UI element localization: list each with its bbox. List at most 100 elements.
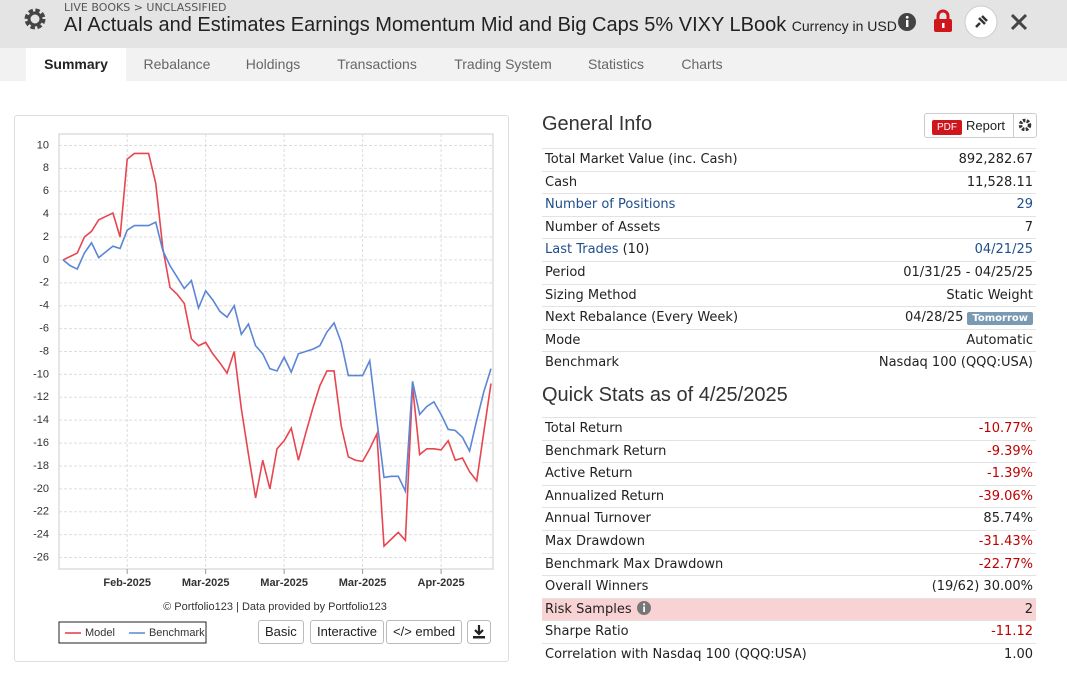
row-label: Overall Winners bbox=[545, 576, 648, 598]
close-button[interactable] bbox=[1009, 12, 1029, 32]
y-tick-label: -12 bbox=[33, 391, 49, 403]
x-tick-label: Apr-2025 bbox=[418, 577, 465, 589]
info-row: Number of Positions 29 bbox=[542, 193, 1036, 216]
row-label-text: Mode bbox=[545, 332, 581, 348]
info-row: Total Market Value (inc. Cash) 892,282.67 bbox=[542, 148, 1036, 171]
row-value: 11,528.11 bbox=[967, 172, 1033, 194]
row-label: Sharpe Ratio bbox=[545, 621, 629, 643]
row-value: 29 bbox=[1016, 194, 1033, 216]
credit: © Portfolio123 | Data provided by Portfo… bbox=[163, 601, 387, 613]
row-value-text: Static Weight bbox=[946, 287, 1033, 303]
row-value: 04/21/25 bbox=[975, 239, 1033, 261]
row-label-text: Period bbox=[545, 265, 586, 280]
row-label-text: Benchmark Return bbox=[545, 443, 667, 459]
info-row: Correlation with Nasdaq 100 (QQQ:USA) 1.0… bbox=[542, 643, 1036, 666]
row-label-text: Active Return bbox=[545, 466, 633, 482]
info-icon[interactable] bbox=[636, 600, 652, 616]
x-tick-label: Mar-2025 bbox=[182, 577, 230, 589]
row-label: Last Trades (10) bbox=[545, 239, 649, 261]
row-value: Automatic bbox=[966, 330, 1033, 352]
info-row: Number of Assets 7 bbox=[542, 215, 1036, 239]
y-tick-label: -16 bbox=[33, 437, 49, 449]
badge: Tomorrow bbox=[967, 312, 1033, 326]
tab[interactable]: Transactions bbox=[337, 56, 417, 72]
row-label-text: Next Rebalance (Every Week) bbox=[545, 310, 739, 326]
chart-button[interactable]: Interactive bbox=[310, 620, 384, 644]
row-value-text: 1.00 bbox=[1004, 647, 1033, 662]
row-label-text[interactable]: Number of Positions bbox=[545, 197, 676, 213]
tab[interactable]: Summary bbox=[26, 48, 126, 81]
row-label: Active Return bbox=[545, 463, 632, 485]
tab[interactable]: Holdings bbox=[245, 56, 301, 72]
row-label: Period bbox=[545, 262, 586, 284]
tab[interactable]: Charts bbox=[681, 56, 723, 72]
info-row: Last Trades (10) 04/21/25 bbox=[542, 238, 1036, 261]
row-value: 01/31/25 - 04/25/25 bbox=[903, 262, 1033, 284]
row-value-text: -31.43% bbox=[978, 534, 1033, 549]
report-settings[interactable] bbox=[1013, 114, 1036, 137]
pin-button[interactable] bbox=[963, 4, 999, 40]
info-row: Sizing Method Static Weight bbox=[542, 283, 1036, 307]
row-value: Static Weight bbox=[946, 285, 1033, 307]
info-icon[interactable] bbox=[896, 11, 918, 33]
lock-icon[interactable] bbox=[932, 9, 954, 33]
row-value: Nasdaq 100 (QQQ:USA) bbox=[879, 352, 1033, 374]
row-label: Number of Assets bbox=[545, 217, 660, 239]
x-tick-label: Mar-2025 bbox=[260, 577, 308, 589]
info-row: Max Drawdown -31.43% bbox=[542, 530, 1036, 553]
y-tick-label: 2 bbox=[43, 231, 49, 243]
report-button[interactable]: PDF Report bbox=[924, 113, 1037, 138]
info-row: Benchmark Return -9.39% bbox=[542, 439, 1036, 463]
row-label: Cash bbox=[545, 172, 577, 194]
row-value-text: 7 bbox=[1024, 219, 1033, 235]
row-value-text: 85.74% bbox=[983, 511, 1033, 527]
y-tick-label: -6 bbox=[39, 323, 49, 335]
tab[interactable]: Trading System bbox=[454, 56, 552, 72]
info-row: Active Return -1.39% bbox=[542, 462, 1036, 485]
row-label-text: Correlation with Nasdaq 100 (QQQ:USA) bbox=[545, 647, 807, 662]
x-tick-label: Feb-2025 bbox=[103, 577, 151, 589]
currency: Currency in USD bbox=[791, 18, 897, 34]
chart-button[interactable]: Basic bbox=[258, 620, 304, 644]
chart-button[interactable]: </> embed bbox=[386, 620, 463, 644]
row-label-text[interactable]: Last Trades bbox=[545, 242, 619, 258]
info-icon[interactable] bbox=[632, 600, 652, 617]
y-tick-label: 4 bbox=[43, 208, 49, 220]
y-tick-label: 6 bbox=[43, 185, 49, 197]
settings-icon[interactable] bbox=[22, 6, 48, 32]
row-label-text: Total Market Value (inc. Cash) bbox=[545, 152, 738, 167]
row-label-text: Annual Turnover bbox=[545, 511, 651, 527]
row-label-text: Overall Winners bbox=[545, 579, 649, 595]
tab[interactable]: Statistics bbox=[587, 56, 644, 72]
row-value-text: 892,282.67 bbox=[958, 152, 1033, 167]
row-value-text[interactable]: 04/21/25 bbox=[974, 242, 1033, 258]
row-value-text: -11.12 bbox=[991, 624, 1033, 640]
y-tick-label: 8 bbox=[43, 162, 49, 174]
row-value-text: 11,528.11 bbox=[966, 174, 1033, 190]
row-label: Max Drawdown bbox=[545, 531, 645, 553]
info-row: Next Rebalance (Every Week) 04/28/25 Tomor… bbox=[542, 306, 1036, 329]
row-value-text[interactable]: 29 bbox=[1016, 197, 1033, 213]
download-button[interactable] bbox=[467, 620, 491, 644]
row-value: -10.77% bbox=[979, 418, 1033, 440]
row-value-text: -1.39% bbox=[987, 466, 1033, 482]
row-label-text: Annualized Return bbox=[545, 488, 665, 504]
row-label-text: Sharpe Ratio bbox=[545, 624, 629, 640]
x-tick-label: Mar-2025 bbox=[339, 577, 387, 589]
tab[interactable]: Rebalance bbox=[143, 56, 211, 72]
info-row: Annual Turnover 85.74% bbox=[542, 507, 1036, 530]
row-value: 7 bbox=[1025, 217, 1033, 239]
y-tick-label: -24 bbox=[33, 529, 49, 541]
info-row: Benchmark Max Drawdown -22.77% bbox=[542, 552, 1036, 576]
row-value-text: -22.77% bbox=[978, 556, 1033, 572]
y-tick-label: -8 bbox=[39, 345, 49, 357]
y-tick-label: -14 bbox=[33, 414, 49, 426]
chart-panel: 10 8 6 4 2 0 -2 -4 -6 -8 -10 -12 -14 -16 -18 -20 -22 -24 -… bbox=[14, 115, 509, 662]
info-row: Benchmark Nasdaq 100 (QQQ:USA) bbox=[542, 351, 1036, 374]
gear-icon[interactable] bbox=[1018, 118, 1032, 132]
tabs: Summary Rebalance Holdings Transactions Trad… bbox=[0, 48, 1067, 81]
row-label: Benchmark Return bbox=[545, 441, 666, 463]
breadcrumb[interactable]: LIVE BOOKS > UNCLASSIFIED bbox=[64, 1, 227, 14]
row-value-text: 04/28/25 bbox=[904, 310, 964, 326]
info-row: Risk Samples 2 bbox=[542, 597, 1036, 621]
